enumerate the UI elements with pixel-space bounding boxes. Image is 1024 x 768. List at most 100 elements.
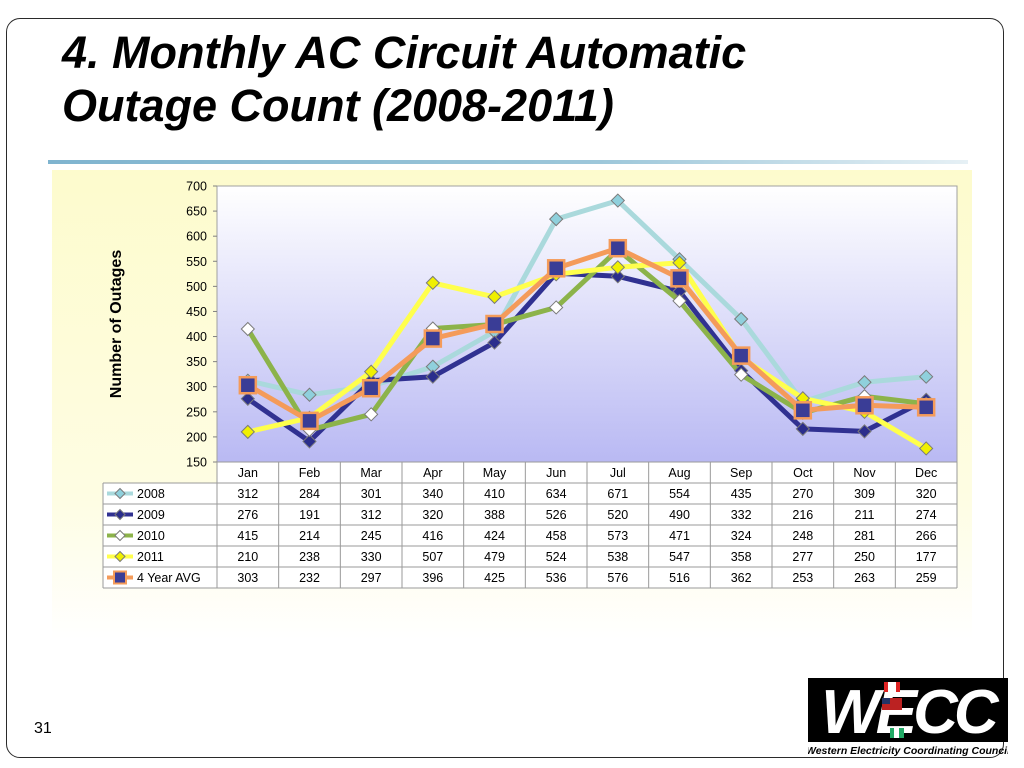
data-point bbox=[608, 238, 628, 258]
table-cell: 248 bbox=[792, 529, 813, 543]
x-tick-label: Dec bbox=[915, 466, 937, 480]
table-cell: 526 bbox=[546, 508, 567, 522]
table-cell: 250 bbox=[854, 550, 875, 564]
table-cell: 358 bbox=[731, 550, 752, 564]
data-point bbox=[423, 329, 443, 348]
table-cell: 303 bbox=[237, 571, 258, 585]
data-point bbox=[240, 391, 256, 406]
data-point bbox=[918, 441, 934, 456]
table-cell: 301 bbox=[361, 487, 382, 501]
data-point bbox=[916, 398, 936, 417]
y-tick-label: 250 bbox=[186, 405, 207, 419]
table-cell: 424 bbox=[484, 529, 505, 543]
x-tick-label: Jun bbox=[546, 466, 566, 480]
title-line-2: Outage Count (2008-2011) bbox=[62, 80, 614, 131]
table-cell: 330 bbox=[361, 550, 382, 564]
data-point bbox=[610, 269, 626, 284]
table-cell: 191 bbox=[299, 508, 320, 522]
y-tick-label: 700 bbox=[186, 180, 207, 194]
y-tick-label: 350 bbox=[186, 355, 207, 369]
y-tick-label: 450 bbox=[186, 305, 207, 319]
table-cell: 435 bbox=[731, 487, 752, 501]
table-cell: 507 bbox=[422, 550, 443, 564]
data-point bbox=[733, 367, 749, 382]
legend-key-marker bbox=[114, 529, 126, 542]
table-cell: 284 bbox=[299, 487, 320, 501]
table-cell: 490 bbox=[669, 508, 690, 522]
y-tick-label: 150 bbox=[186, 456, 207, 470]
logo-wordmark: WECC bbox=[821, 678, 1000, 747]
table-cell: 471 bbox=[669, 529, 690, 543]
data-point bbox=[918, 369, 934, 384]
page-number: 31 bbox=[34, 720, 52, 737]
data-point bbox=[361, 378, 381, 398]
x-tick-label: Sep bbox=[730, 466, 752, 480]
title-line-1: 4. Monthly AC Circuit Automatic bbox=[62, 27, 747, 78]
data-point bbox=[672, 293, 687, 309]
logo-caption: Western Electricity Coordinating Council bbox=[808, 745, 1008, 757]
x-tick-label: May bbox=[483, 466, 507, 480]
table-cell: 410 bbox=[484, 487, 505, 501]
legend-entry: 2008 bbox=[137, 487, 165, 501]
table-cell: 177 bbox=[916, 550, 937, 564]
data-point bbox=[425, 369, 441, 384]
series-line-4 bbox=[245, 245, 929, 424]
data-point bbox=[363, 407, 379, 422]
x-tick-label: Oct bbox=[793, 466, 813, 480]
table-cell: 253 bbox=[792, 571, 813, 585]
data-point bbox=[238, 375, 258, 395]
x-tick-label: Jan bbox=[238, 466, 258, 480]
table-cell: 536 bbox=[546, 571, 567, 585]
y-axis-label: Number of Outages bbox=[108, 250, 125, 399]
data-point bbox=[425, 275, 441, 291]
table-cell: 671 bbox=[607, 487, 628, 501]
y-tick-label: 650 bbox=[186, 205, 207, 219]
table-cell: 245 bbox=[361, 529, 382, 543]
series-line-1 bbox=[245, 270, 929, 444]
table-cell: 576 bbox=[607, 571, 628, 585]
data-point bbox=[795, 421, 811, 437]
data-point bbox=[855, 396, 874, 415]
plot-area bbox=[216, 185, 958, 463]
data-point bbox=[300, 411, 319, 431]
legend-key-marker bbox=[114, 487, 126, 500]
table-cell: 396 bbox=[422, 571, 443, 585]
y-tick-label: 550 bbox=[186, 255, 207, 269]
table-body-bg bbox=[103, 483, 957, 588]
table-cell: 312 bbox=[237, 487, 258, 501]
x-tick-label: Nov bbox=[853, 466, 876, 480]
table-cell: 263 bbox=[854, 571, 875, 585]
table-cell: 415 bbox=[237, 529, 258, 543]
slide-title: 4. Monthly AC Circuit Automatic Outage C… bbox=[62, 26, 962, 132]
table-cell: 312 bbox=[361, 508, 382, 522]
x-tick-label: Mar bbox=[360, 466, 382, 480]
table-cell: 516 bbox=[669, 571, 690, 585]
table-cell: 216 bbox=[792, 508, 813, 522]
table-cell: 524 bbox=[546, 550, 567, 564]
data-point bbox=[240, 321, 256, 337]
legend-key-marker bbox=[114, 550, 126, 563]
data-point bbox=[731, 346, 751, 365]
table-cell: 320 bbox=[916, 487, 937, 501]
table-cell: 324 bbox=[731, 529, 752, 543]
data-point bbox=[546, 259, 566, 278]
data-point bbox=[610, 260, 626, 275]
table-cell: 211 bbox=[855, 508, 875, 522]
data-point bbox=[857, 424, 872, 439]
data-point bbox=[857, 375, 872, 390]
table-cell: 232 bbox=[299, 571, 320, 585]
table-cell: 332 bbox=[731, 508, 752, 522]
table-cell: 425 bbox=[484, 571, 505, 585]
table-cell: 538 bbox=[607, 550, 628, 564]
x-tick-label: Jul bbox=[610, 466, 626, 480]
legend-entry: 2011 bbox=[137, 550, 164, 564]
table-cell: 309 bbox=[854, 487, 875, 501]
data-point bbox=[487, 289, 502, 305]
table-cell: 277 bbox=[792, 550, 813, 564]
table-cell: 416 bbox=[422, 529, 443, 543]
data-point bbox=[487, 335, 502, 350]
legend-key-marker bbox=[114, 508, 126, 521]
data-point bbox=[240, 424, 256, 440]
table-cell: 281 bbox=[854, 529, 875, 543]
